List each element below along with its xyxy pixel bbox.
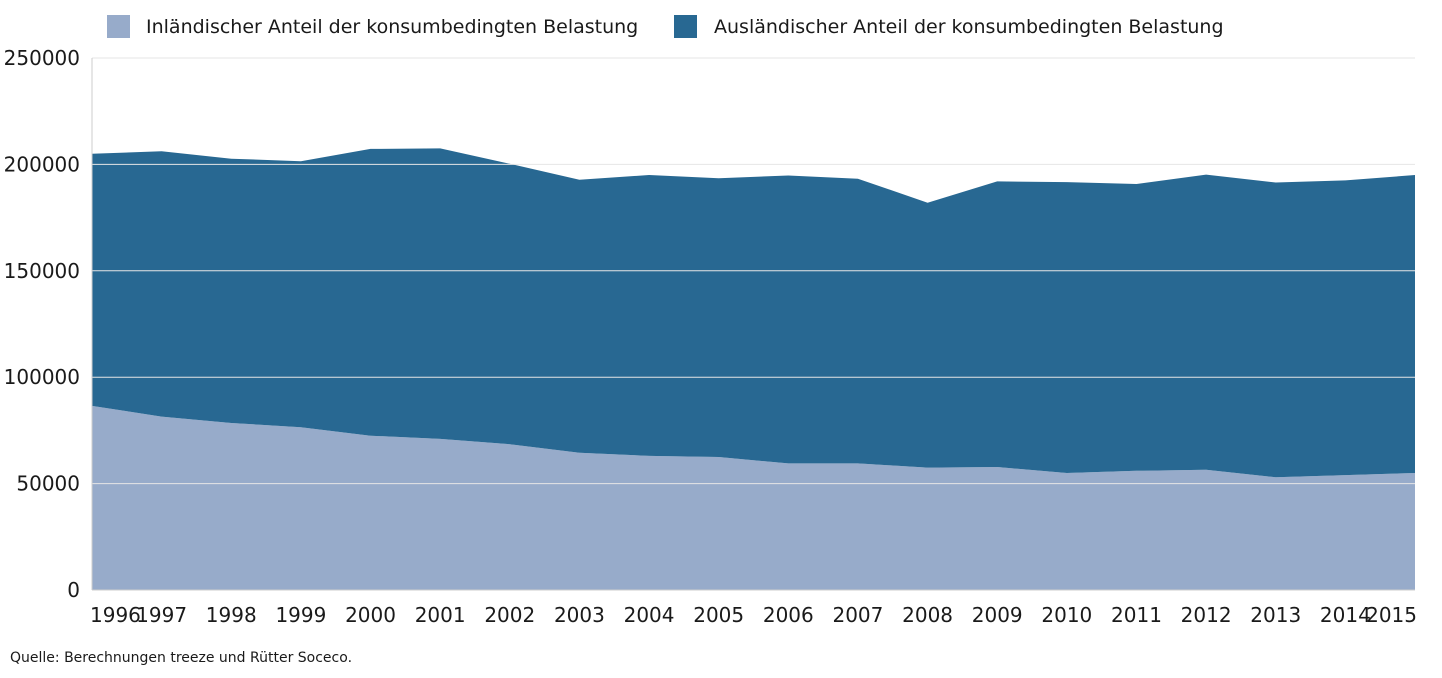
x-tick-label: 2000 [345, 603, 396, 627]
x-tick-label: 1997 [136, 603, 187, 627]
source-note: Quelle: Berechnungen treeze und Rütter S… [10, 650, 353, 666]
x-tick-label: 2001 [415, 603, 466, 627]
y-axis-ticks: 0 50000 100000 150000 200000 250000 [4, 46, 80, 602]
x-tick-label: 1999 [275, 603, 326, 627]
x-tick-label: 1996 [90, 603, 141, 627]
x-tick-label: 1998 [206, 603, 257, 627]
x-tick-label: 2006 [763, 603, 814, 627]
legend-label-2: Ausländischer Anteil der konsumbedingten… [714, 16, 1224, 38]
y-tick-label: 250000 [4, 46, 80, 70]
y-tick-label: 100000 [4, 365, 80, 389]
x-tick-label: 2011 [1111, 603, 1162, 627]
y-tick-label: 150000 [4, 259, 80, 283]
x-tick-label: 2005 [693, 603, 744, 627]
area-series-2 [92, 148, 1415, 478]
x-tick-label: 2003 [554, 603, 605, 627]
y-tick-label: 200000 [4, 152, 80, 176]
legend-swatch-1 [107, 15, 130, 38]
x-tick-label: 2013 [1250, 603, 1301, 627]
x-tick-label: 2012 [1181, 603, 1232, 627]
x-tick-label: 2009 [972, 603, 1023, 627]
area-series [92, 148, 1415, 590]
x-tick-label: 2014 [1320, 603, 1371, 627]
x-tick-label: 2004 [624, 603, 675, 627]
x-tick-label: 2002 [484, 603, 535, 627]
x-tick-label: 2015 [1366, 603, 1417, 627]
gridlines-overlay [92, 57, 1415, 485]
legend-label-1: Inländischer Anteil der konsumbedingten … [146, 16, 638, 38]
y-tick-label: 50000 [16, 472, 80, 496]
x-tick-label: 2010 [1041, 603, 1092, 627]
legend: Inländischer Anteil der konsumbedingten … [107, 15, 1224, 38]
x-tick-label: 2007 [832, 603, 883, 627]
y-tick-label: 0 [67, 578, 80, 602]
legend-swatch-2 [674, 15, 697, 38]
x-tick-label: 2008 [902, 603, 953, 627]
area-series-1 [92, 405, 1415, 590]
axes [91, 58, 1415, 591]
